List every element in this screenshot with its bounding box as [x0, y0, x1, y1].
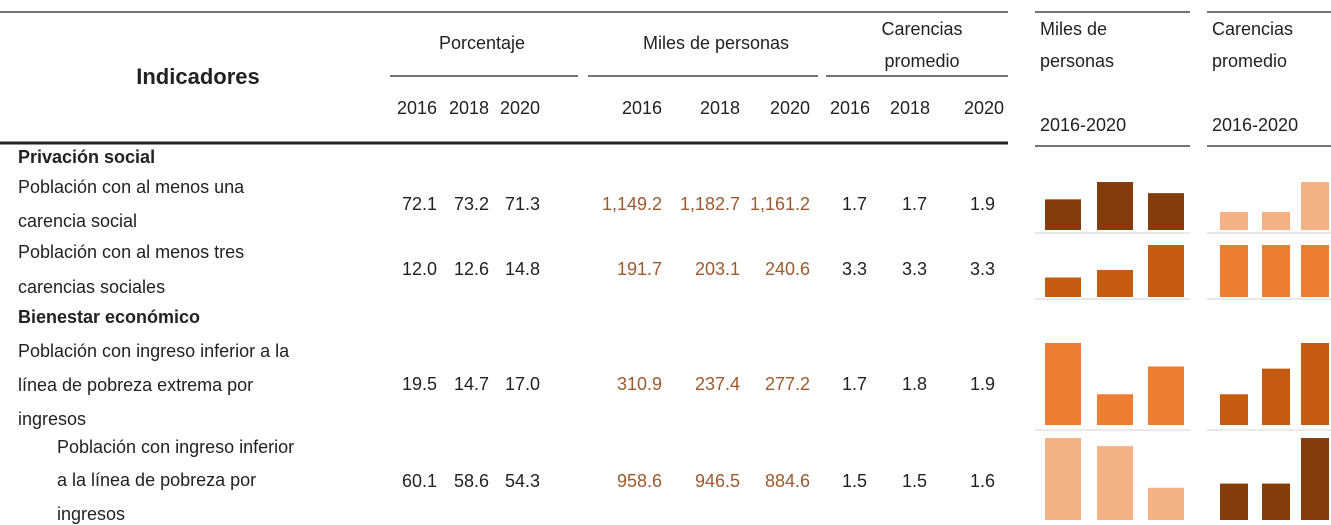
year-header: 2018 [700, 98, 740, 118]
year-header: 2018 [890, 98, 930, 118]
spark-bar [1301, 343, 1329, 425]
group-header: Porcentaje [439, 33, 525, 53]
spark-bar [1148, 245, 1184, 297]
group-header: Carencias [881, 19, 962, 39]
spark-header: personas [1040, 51, 1114, 71]
row-label: Población con ingreso inferior [57, 437, 294, 457]
spark-bar [1301, 182, 1329, 230]
year-header: 2016 [830, 98, 870, 118]
cell-value: 191.7 [617, 259, 662, 279]
cell-value: 3.3 [842, 259, 867, 279]
cell-value: 72.1 [402, 194, 437, 214]
cell-value: 1.7 [842, 374, 867, 394]
cell-value: 1.9 [970, 194, 995, 214]
spark-period: 2016-2020 [1040, 115, 1126, 135]
group-header: Miles de personas [643, 33, 789, 53]
spark-bar [1262, 368, 1290, 425]
spark-header: Miles de [1040, 19, 1107, 39]
row-label: carencias sociales [18, 277, 165, 297]
cell-value: 73.2 [454, 194, 489, 214]
cell-value: 1,161.2 [750, 194, 810, 214]
cell-value: 12.0 [402, 259, 437, 279]
row-label: Población con al menos tres [18, 242, 244, 262]
spark-bar [1097, 446, 1133, 520]
section-title: Bienestar económico [18, 307, 200, 327]
cell-value: 946.5 [695, 471, 740, 491]
cell-value: 240.6 [765, 259, 810, 279]
cell-value: 14.8 [505, 259, 540, 279]
spark-bar [1301, 438, 1329, 520]
spark-bar [1045, 343, 1081, 425]
year-header: 2018 [449, 98, 489, 118]
spark-header: promedio [1212, 51, 1287, 71]
year-header: 2020 [964, 98, 1004, 118]
spark-bar [1097, 394, 1133, 425]
cell-value: 71.3 [505, 194, 540, 214]
spark-bar [1097, 269, 1133, 297]
cell-value: 277.2 [765, 374, 810, 394]
cell-value: 203.1 [695, 259, 740, 279]
year-header: 2020 [500, 98, 540, 118]
cell-value: 1.7 [842, 194, 867, 214]
cell-value: 958.6 [617, 471, 662, 491]
row-label: línea de pobreza extrema por [18, 375, 253, 395]
spark-bar [1148, 366, 1184, 425]
cell-value: 1,182.7 [680, 194, 740, 214]
cell-value: 54.3 [505, 471, 540, 491]
spark-header: Carencias [1212, 19, 1293, 39]
row-label: Población con al menos una [18, 177, 245, 197]
cell-value: 1.5 [842, 471, 867, 491]
cell-value: 12.6 [454, 259, 489, 279]
header-title: Indicadores [136, 64, 259, 89]
spark-bar [1220, 212, 1248, 230]
spark-bar [1262, 245, 1290, 297]
cell-value: 3.3 [902, 259, 927, 279]
cell-value: 60.1 [402, 471, 437, 491]
cell-value: 1.9 [970, 374, 995, 394]
cell-value: 237.4 [695, 374, 740, 394]
cell-value: 1.5 [902, 471, 927, 491]
cell-value: 1.7 [902, 194, 927, 214]
row-label: carencia social [18, 211, 137, 231]
spark-bar [1148, 193, 1184, 230]
spark-bar [1220, 483, 1248, 520]
section-title: Privación social [18, 147, 155, 167]
year-header: 2016 [397, 98, 437, 118]
row-label: ingresos [18, 409, 86, 429]
spark-bar [1045, 277, 1081, 297]
spark-bar [1301, 245, 1329, 297]
cell-value: 14.7 [454, 374, 489, 394]
spark-bar [1097, 182, 1133, 230]
cell-value: 19.5 [402, 374, 437, 394]
row-label: Población con ingreso inferior a la [18, 341, 290, 361]
cell-value: 310.9 [617, 374, 662, 394]
year-header: 2020 [770, 98, 810, 118]
spark-period: 2016-2020 [1212, 115, 1298, 135]
spark-bar [1220, 245, 1248, 297]
cell-value: 58.6 [454, 471, 489, 491]
spark-bar [1045, 438, 1081, 520]
spark-bar [1220, 394, 1248, 425]
row-label: a la línea de pobreza por [57, 470, 256, 490]
cell-value: 1.8 [902, 374, 927, 394]
spark-bar [1148, 487, 1184, 520]
cell-value: 17.0 [505, 374, 540, 394]
spark-bar [1262, 212, 1290, 230]
cell-value: 3.3 [970, 259, 995, 279]
cell-value: 1,149.2 [602, 194, 662, 214]
group-header: promedio [884, 51, 959, 71]
year-header: 2016 [622, 98, 662, 118]
row-label: ingresos [57, 504, 125, 524]
spark-bar [1262, 483, 1290, 520]
spark-bar [1045, 199, 1081, 230]
cell-value: 884.6 [765, 471, 810, 491]
cell-value: 1.6 [970, 471, 995, 491]
